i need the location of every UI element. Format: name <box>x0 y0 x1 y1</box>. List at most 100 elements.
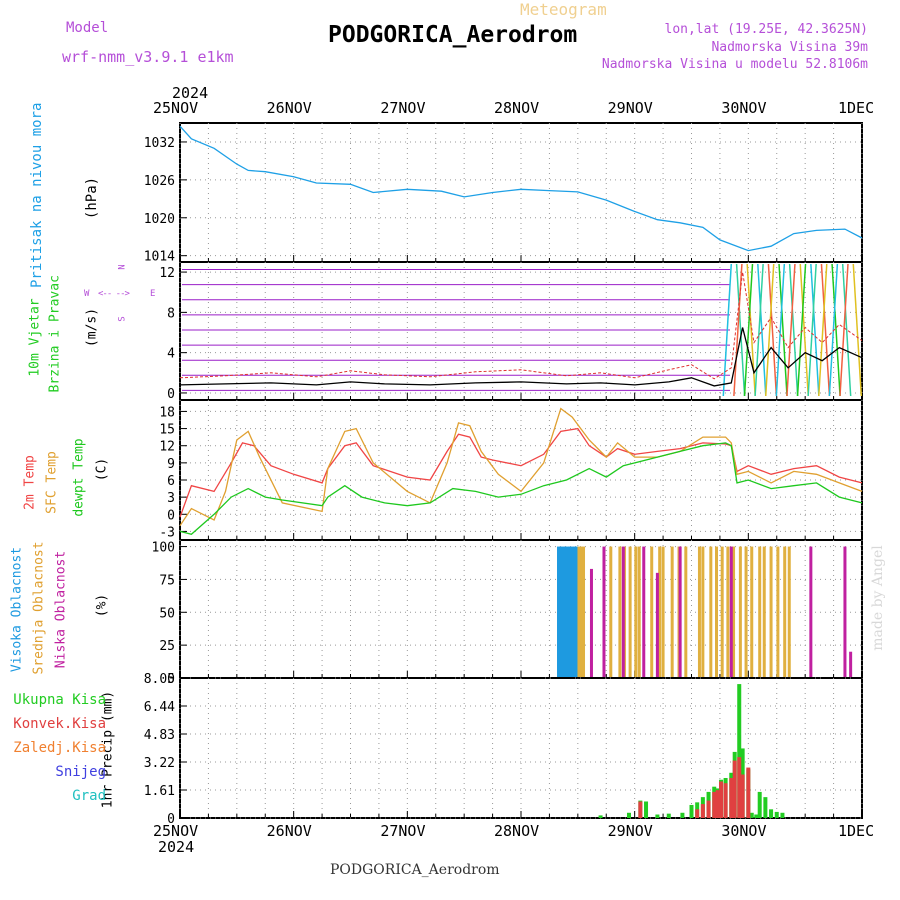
precip-bar-ukupna-kisa <box>769 809 774 818</box>
cloud-bar-niska-oblacnost <box>678 546 682 678</box>
precip-bar-konvek-kisa <box>712 791 717 818</box>
y-tick-label: 8 <box>167 306 175 321</box>
temp-label-1: 2m Temp <box>22 455 38 510</box>
precip-bar-ukupna-kisa <box>598 815 603 818</box>
cloud-bar-srednja-oblacnost <box>776 546 780 678</box>
cloud-label-3: Niska Oblacnost <box>53 550 69 669</box>
cloud-bar-srednja-oblacnost <box>684 546 688 678</box>
precip-bar-konvek-kisa <box>732 760 737 818</box>
cloud-bar-srednja-oblacnost <box>701 546 705 678</box>
compass-south: S <box>117 316 128 322</box>
series-line-dewpt-temp <box>179 442 863 536</box>
model-altitude-text: Nadmorska Visina u modelu 52.8106m <box>601 57 868 72</box>
y-tick-label: 6 <box>167 474 175 489</box>
y-tick-label: 0 <box>167 672 175 687</box>
precip-bar-ukupna-kisa <box>666 813 671 818</box>
cloud-bar-srednja-oblacnost <box>579 546 583 678</box>
y-tick-label: 1014 <box>144 250 175 265</box>
y-tick-label: 3 <box>167 491 175 506</box>
precip-bar-ukupna-kisa <box>754 814 759 818</box>
wind-barb-colored <box>786 263 796 397</box>
cloud-unit: (%) <box>94 593 110 618</box>
wind-barb-colored <box>841 263 852 397</box>
compass-north: N <box>117 264 128 270</box>
wind-barb-colored <box>735 263 746 397</box>
cloud-bar-niska-oblacnost <box>849 651 853 678</box>
precip-bar-konvek-kisa <box>729 778 734 818</box>
series-line-wind-speed <box>179 327 863 387</box>
cloud-bar-srednja-oblacnost <box>634 546 638 678</box>
cloud-bar-srednja-oblacnost <box>709 546 713 678</box>
cloud-bar-visoka-oblacnost <box>570 546 574 678</box>
cloud-bar-niska-oblacnost <box>843 546 847 678</box>
y-tick-label: 0 <box>167 812 175 827</box>
precip-bar-ukupna-kisa <box>774 811 779 818</box>
cloud-bar-srednja-oblacnost <box>628 546 632 678</box>
cloud-bar-srednja-oblacnost <box>715 546 719 678</box>
legend-hail: Grad <box>72 788 106 804</box>
wind-barb-colored <box>722 263 733 397</box>
y-tick-label: 100 <box>152 541 175 556</box>
year-top: 2024 <box>172 84 209 102</box>
top-date-tick: 27NOV <box>380 99 426 117</box>
wind-compass: W E N S <-- --> <box>84 262 164 328</box>
panels-layer: 1014 1020 1026 1032 0 4 8 12 -3 0 3 6 9 12 15 18 0 25 50 75… <box>144 122 863 827</box>
cloud-bar-srednja-oblacnost <box>762 546 766 678</box>
y-tick-label: 6.44 <box>144 700 175 715</box>
wind-barb-colored <box>743 263 754 397</box>
y-tick-label: 0 <box>167 387 175 402</box>
precip-legend: Ukupna Kisa Konvek.Kisa Zaledj.Kisa Snij… <box>13 688 106 808</box>
pressure-unit: (hPa) <box>84 176 100 220</box>
series-line-2m-temp <box>179 427 863 518</box>
y-tick-label: 15 <box>159 423 175 438</box>
wind-barb-colored <box>778 263 788 397</box>
cloud-bar-niska-oblacnost <box>642 546 646 678</box>
precip-bar-ukupna-kisa <box>680 812 685 818</box>
y-tick-label: 0 <box>167 508 175 523</box>
legend-total-rain: Ukupna Kisa <box>13 692 106 708</box>
wind-barb-colored <box>799 263 809 397</box>
y-tick-label: 3.22 <box>144 756 175 771</box>
wind-label-1: 10m Vjetar <box>27 298 43 377</box>
cloud-bar-srednja-oblacnost <box>738 546 742 678</box>
precip-bar-konvek-kisa <box>719 781 724 818</box>
cloud-bar-srednja-oblacnost <box>609 546 613 678</box>
y-tick-label: 12 <box>159 440 175 455</box>
y-tick-label: 25 <box>159 639 175 654</box>
meteogram-subtitle: Meteogram <box>520 0 607 19</box>
year-bottom: 2024 <box>158 838 195 856</box>
cloud-bar-srednja-oblacnost <box>670 546 674 678</box>
series-line-sfc-temp <box>179 407 863 527</box>
y-tick-label: -3 <box>159 525 175 540</box>
y-tick-label: 50 <box>159 606 175 621</box>
cloud-bar-niska-oblacnost <box>655 572 659 678</box>
wind-barb-colored <box>839 263 849 397</box>
wind-barb-colored <box>807 263 817 397</box>
legend-snow: Snijeg <box>55 764 106 780</box>
wind-barb-colored <box>775 263 786 397</box>
cloud-bar-visoka-oblacnost <box>557 546 561 678</box>
top-date-tick: 25NOV <box>153 99 199 117</box>
bottom-date-tick: 1DEC <box>838 822 875 840</box>
wind-barb-colored <box>757 263 767 397</box>
precip-bar-konvek-kisa <box>740 774 745 818</box>
cloud-bar-niska-oblacnost <box>602 546 606 678</box>
wind-barb-colored <box>796 263 807 397</box>
wind-barb-colored <box>820 263 831 397</box>
y-tick-label: 75 <box>159 573 175 588</box>
wind-barb-colored <box>733 263 743 397</box>
cloud-bar-visoka-oblacnost <box>559 546 563 678</box>
top-date-tick: 1DEC <box>838 99 875 117</box>
cloud-bar-visoka-oblacnost <box>563 546 567 678</box>
precip-bar-ukupna-kisa <box>749 812 754 818</box>
y-tick-label: 4 <box>167 347 175 362</box>
cloud-bar-niska-oblacnost <box>809 546 813 678</box>
wind-barb-colored <box>767 263 778 397</box>
cloud-bar-visoka-oblacnost <box>572 546 576 678</box>
cloud-label-1: Visoka Oblacnost <box>9 546 25 673</box>
precip-bar-ukupna-kisa <box>763 797 768 818</box>
wind-barb-colored <box>754 263 764 397</box>
altitude-text: Nadmorska Visina 39m <box>711 40 868 55</box>
cloud-bar-srednja-oblacnost <box>577 546 581 678</box>
cloud-bar-srednja-oblacnost <box>787 546 791 678</box>
